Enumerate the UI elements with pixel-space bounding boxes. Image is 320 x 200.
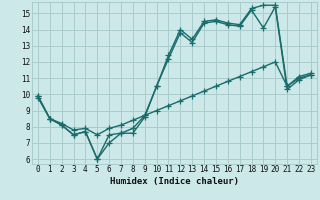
X-axis label: Humidex (Indice chaleur): Humidex (Indice chaleur) — [110, 177, 239, 186]
